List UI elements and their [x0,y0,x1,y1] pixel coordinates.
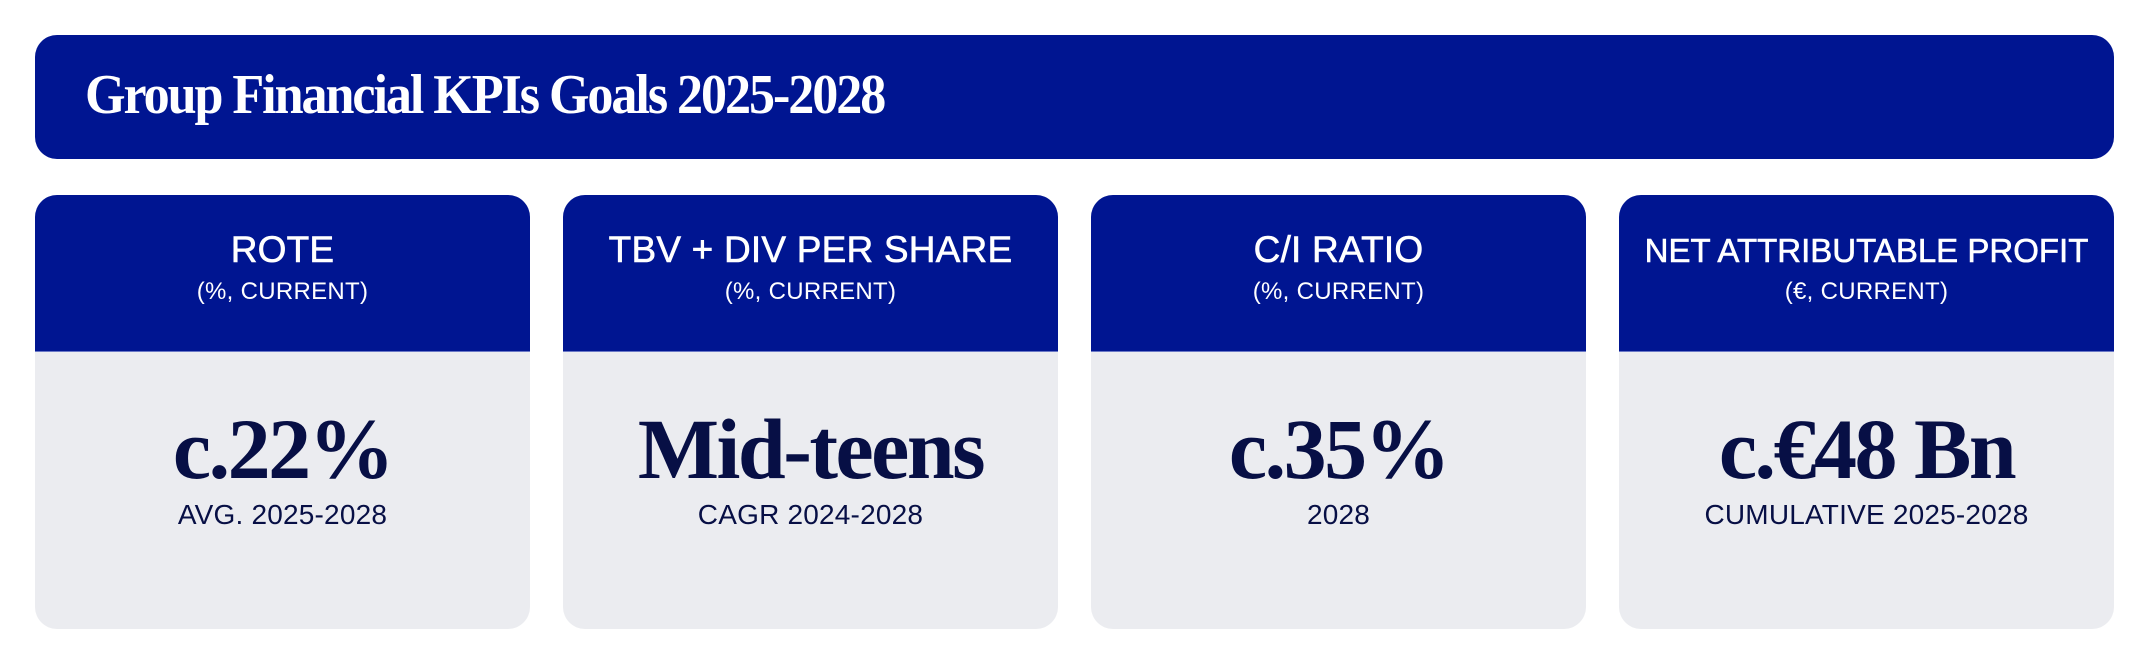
kpi-value: c.22% [172,401,395,497]
kpi-card-rote: ROTE (%, CURRENT) c.22% AVG. 2025-2028 [35,195,530,629]
kpi-card-header: C/I RATIO (%, CURRENT) [1091,195,1586,352]
kpi-period: 2028 [1306,499,1371,530]
kpi-value: c.€48 Bn [1718,401,2017,497]
kpi-card-header: ROTE (%, CURRENT) [35,195,530,352]
kpi-unit: (%, CURRENT) [724,278,897,305]
kpi-unit: (%, CURRENT) [1252,278,1425,305]
kpi-period: CUMULATIVE 2025-2028 [1704,499,2029,530]
kpi-card-body: Mid-teens CAGR 2024-2028 [563,352,1058,629]
kpi-unit: (€, CURRENT) [1784,278,1949,305]
kpi-card-body: c.€48 Bn CUMULATIVE 2025-2028 [1619,352,2114,629]
kpi-value: Mid-teens [637,401,986,497]
kpi-unit: (%, CURRENT) [196,278,369,305]
kpi-card-tbv-div-per-share: TBV + DIV PER SHARE (%, CURRENT) Mid-tee… [563,195,1058,629]
kpi-card-body: c.22% AVG. 2025-2028 [35,352,530,629]
kpi-card-header: TBV + DIV PER SHARE (%, CURRENT) [563,195,1058,352]
kpi-card-header: NET ATTRIBUTABLE PROFIT (€, CURRENT) [1619,195,2114,352]
kpi-card-ci-ratio: C/I RATIO (%, CURRENT) c.35% 2028 [1091,195,1586,629]
kpi-period: AVG. 2025-2028 [177,499,388,530]
kpi-name: ROTE [230,229,335,270]
kpi-card-body: c.35% 2028 [1091,352,1586,629]
kpi-name: TBV + DIV PER SHARE [608,229,1013,270]
title-banner: Group Financial KPIs Goals 2025-2028 [35,35,2114,159]
page-title: Group Financial KPIs Goals 2025-2028 [85,64,886,126]
kpi-name: NET ATTRIBUTABLE PROFIT [1644,232,2089,269]
kpi-name: C/I RATIO [1253,229,1424,270]
kpi-value: c.35% [1228,401,1451,497]
kpi-card-net-attributable-profit: NET ATTRIBUTABLE PROFIT (€, CURRENT) c.€… [1619,195,2114,629]
kpi-period: CAGR 2024-2028 [697,499,924,530]
